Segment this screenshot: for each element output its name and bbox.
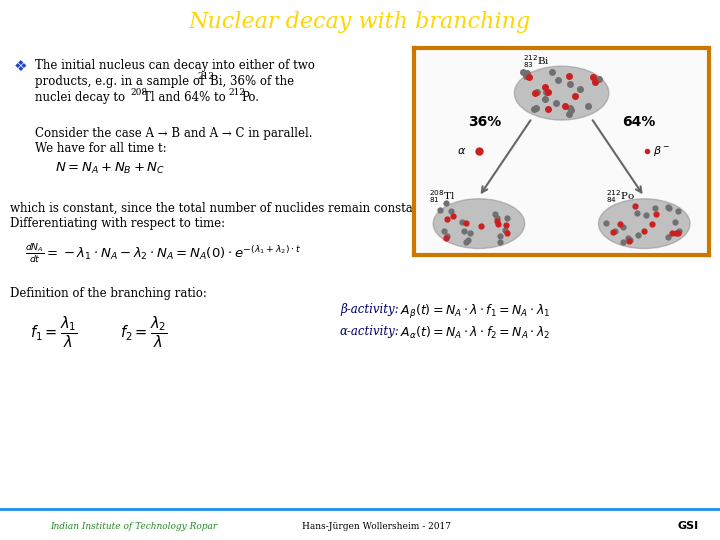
Text: GSI: GSI — [678, 522, 698, 531]
Text: Hans-Jürgen Wollersheim - 2017: Hans-Jürgen Wollersheim - 2017 — [302, 522, 451, 531]
Text: The initial nucleus can decay into either of two: The initial nucleus can decay into eithe… — [35, 59, 315, 72]
Text: $f_1 = \dfrac{\lambda_1}{\lambda}$: $f_1 = \dfrac{\lambda_1}{\lambda}$ — [30, 315, 78, 350]
Text: α-activity:: α-activity: — [340, 325, 400, 338]
Ellipse shape — [598, 199, 690, 248]
Ellipse shape — [433, 199, 525, 248]
Text: 36%: 36% — [468, 115, 501, 129]
Text: $A_{\beta}(t) = N_A \cdot \lambda \cdot f_1 = N_A \cdot \lambda_1$: $A_{\beta}(t) = N_A \cdot \lambda \cdot … — [400, 303, 550, 321]
Text: Definition of the branching ratio:: Definition of the branching ratio: — [10, 287, 207, 300]
Text: We have for all time t:: We have for all time t: — [35, 142, 166, 155]
Text: $^{212}_{84}$Po: $^{212}_{84}$Po — [606, 188, 635, 205]
Text: $\lambda = \lambda_1 + \lambda_2$: $\lambda = \lambda_1 + \lambda_2$ — [430, 242, 500, 258]
Text: 212: 212 — [228, 88, 245, 97]
Text: $A_{\alpha}(t) = N_A \cdot \lambda \cdot f_2 = N_A \cdot \lambda_2$: $A_{\alpha}(t) = N_A \cdot \lambda \cdot… — [400, 325, 550, 341]
Text: 64%: 64% — [621, 115, 655, 129]
Text: Differentiating with respect to time:: Differentiating with respect to time: — [10, 217, 225, 230]
Text: β-activity:: β-activity: — [340, 303, 399, 316]
Text: $f_2 = \dfrac{\lambda_2}{\lambda}$: $f_2 = \dfrac{\lambda_2}{\lambda}$ — [120, 315, 168, 350]
Text: ❖: ❖ — [14, 59, 27, 74]
Text: 208: 208 — [130, 88, 147, 97]
Text: Bi, 36% of the: Bi, 36% of the — [210, 75, 294, 88]
Text: Po.: Po. — [241, 91, 259, 104]
Ellipse shape — [514, 66, 609, 120]
Text: Tl and 64% to: Tl and 64% to — [143, 91, 230, 104]
Text: $\beta^-$: $\beta^-$ — [654, 144, 670, 158]
Text: Indian Institute of Technology Ropar: Indian Institute of Technology Ropar — [50, 522, 217, 531]
Text: 212: 212 — [197, 72, 214, 81]
Text: nuclei decay to: nuclei decay to — [35, 91, 129, 104]
Text: which is constant, since the total number of nuclides remain constant.: which is constant, since the total numbe… — [10, 202, 428, 215]
Text: $\alpha$: $\alpha$ — [456, 146, 466, 156]
Text: $N = N_A + N_B + N_C$: $N = N_A + N_B + N_C$ — [55, 161, 166, 176]
Text: Nuclear decay with branching: Nuclear decay with branching — [189, 11, 531, 33]
Text: $^{212}_{83}$Bi: $^{212}_{83}$Bi — [523, 53, 550, 70]
Text: products, e.g. in a sample of: products, e.g. in a sample of — [35, 75, 208, 88]
Text: $\frac{dN_A}{dt} = -\lambda_1 \cdot N_A - \lambda_2 \cdot N_A = N_A(0) \cdot e^{: $\frac{dN_A}{dt} = -\lambda_1 \cdot N_A … — [25, 242, 302, 266]
Text: Consider the case A → B and A → C in parallel.: Consider the case A → B and A → C in par… — [35, 127, 312, 140]
Text: $^{208}_{81}$Tl: $^{208}_{81}$Tl — [428, 188, 455, 205]
